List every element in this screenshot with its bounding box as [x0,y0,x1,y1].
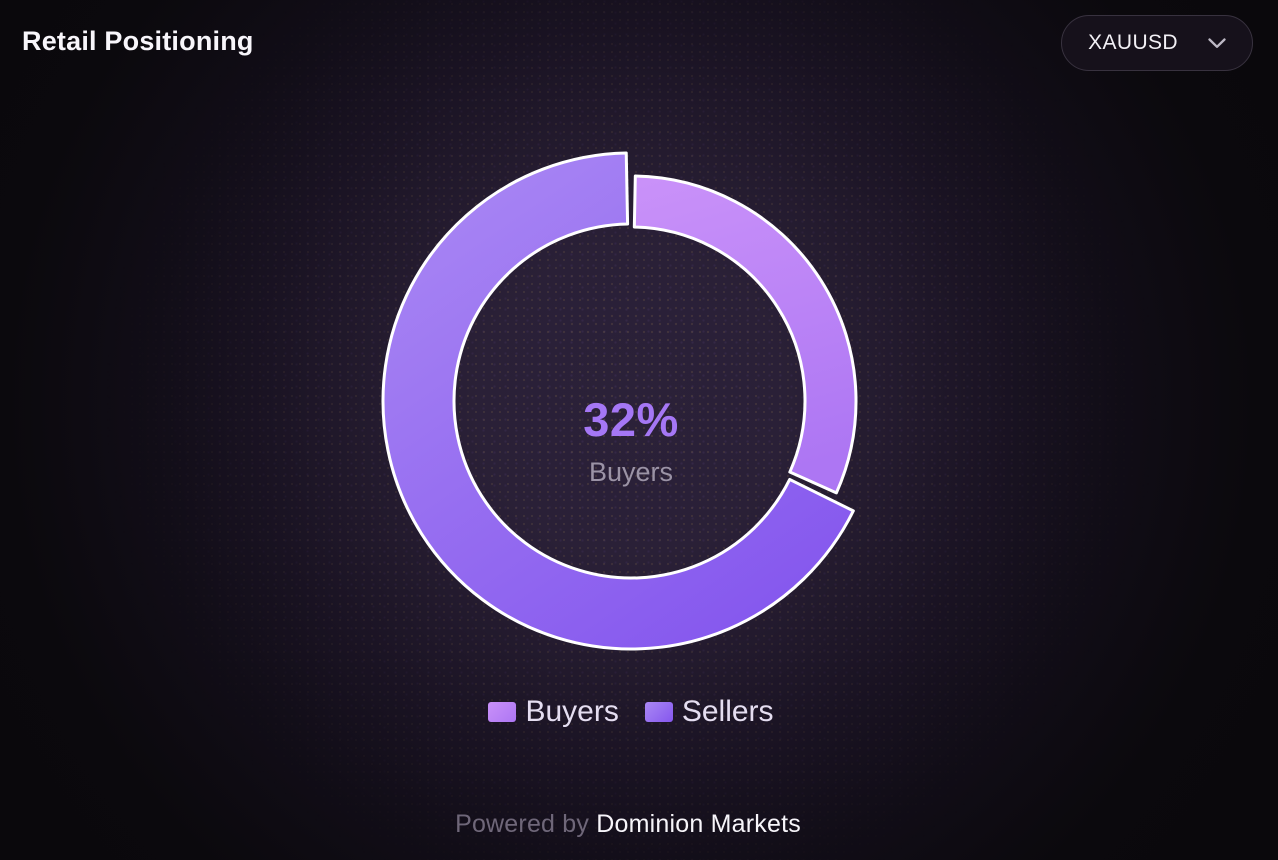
powered-by-prefix: Powered by [455,810,590,838]
buyers-swatch [488,702,517,722]
page-title: Retail Positioning [22,26,254,56]
symbol-dropdown[interactable]: XAUUSD [1061,15,1253,71]
legend-item-buyers[interactable]: Buyers [488,695,619,729]
powered-by-brand: Dominion Markets [596,810,801,838]
donut-chart-svg [381,151,858,651]
sellers-swatch [644,702,673,722]
chevron-down-icon [1208,37,1226,48]
donut-segment-sellers[interactable] [381,151,855,651]
chart-legend: Buyers Sellers [0,695,1262,729]
donut-chart [351,121,911,681]
legend-label-buyers: Buyers [525,695,619,728]
legend-item-sellers[interactable]: Sellers [644,695,774,729]
legend-label-sellers: Sellers [681,695,774,728]
powered-by: Powered by Dominion Markets [0,810,1256,839]
symbol-dropdown-value: XAUUSD [1088,31,1178,54]
donut-segment-buyers[interactable] [632,174,858,495]
